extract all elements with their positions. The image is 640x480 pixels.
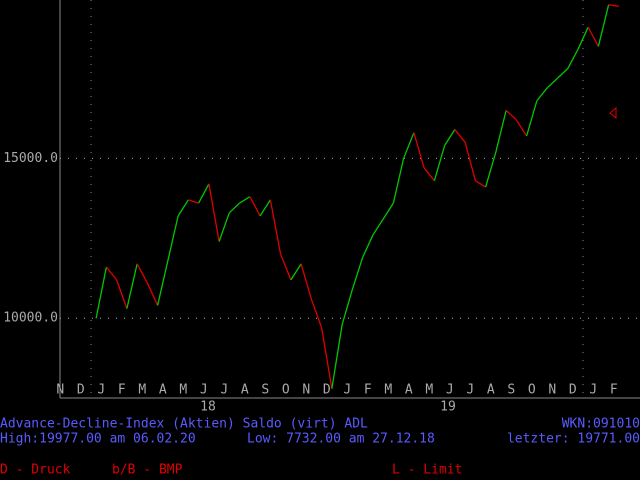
price-segment (310, 298, 323, 329)
price-segment (218, 212, 230, 242)
price-segment (208, 183, 220, 242)
price-segment (392, 158, 405, 204)
x-tick-label: F (118, 383, 126, 398)
price-segment (249, 196, 261, 217)
price-segment (587, 26, 599, 47)
low: Low: 7732.00 am 27.12.18 (247, 432, 435, 447)
price-segment (475, 180, 486, 188)
price-segment (269, 199, 282, 255)
x-tick-label: A (241, 383, 249, 398)
price-segment (167, 215, 179, 261)
y-tick-label: 10000.0 (3, 311, 58, 326)
price-segment (105, 266, 118, 281)
price-segment (372, 218, 384, 236)
index-title: Advance-Decline-Index (Aktien) Saldo (vi… (0, 417, 368, 432)
key-print[interactable]: D - Druck (0, 463, 71, 478)
price-segment (300, 263, 312, 300)
price-segment (444, 129, 456, 146)
x-tick-label: D (77, 383, 85, 398)
price-segment (239, 196, 251, 204)
price-segment (515, 119, 528, 137)
price-segment (95, 266, 108, 319)
x-tick-label: S (507, 383, 515, 398)
price-segment (597, 4, 610, 47)
x-tick-label: J (589, 383, 597, 398)
price-segment (280, 254, 292, 281)
price-segment (505, 109, 517, 121)
x-tick-label: J (200, 383, 208, 398)
x-tick-label: D (569, 383, 577, 398)
price-segment (136, 263, 148, 284)
price-segment (188, 199, 199, 204)
price-segment (156, 260, 169, 306)
x-tick-label: J (466, 383, 474, 398)
price-segment (567, 49, 579, 70)
y-tick-label: 15000.0 (3, 151, 58, 166)
price-segment (495, 110, 507, 153)
price-segment (608, 4, 619, 8)
price-segment (228, 202, 241, 214)
price-segment (454, 129, 466, 143)
x-tick-label: M (138, 383, 146, 398)
x-tick-label: S (261, 383, 269, 398)
x-tick-label: N (548, 383, 556, 398)
price-segment (382, 202, 394, 220)
year-label: 18 (200, 400, 216, 415)
x-tick-label: N (302, 383, 310, 398)
price-segment (259, 199, 271, 217)
price-segment (290, 263, 302, 281)
price-segment (198, 183, 210, 204)
x-tick-label: A (487, 383, 495, 398)
x-tick-label: M (179, 383, 187, 398)
price-segment (433, 145, 446, 181)
price-segment (485, 151, 497, 188)
price-segment (177, 199, 189, 217)
x-tick-label: F (364, 383, 372, 398)
price-segment (403, 132, 415, 159)
x-tick-label: J (220, 383, 228, 398)
x-tick-label: D (323, 383, 331, 398)
price-segment (536, 87, 548, 102)
x-tick-label: N (56, 383, 64, 398)
x-tick-label: M (425, 383, 433, 398)
last: letzter: 19771.00 (507, 432, 640, 447)
x-tick-label: A (405, 383, 413, 398)
price-segment (351, 257, 364, 290)
high: High:19977.00 am 06.02.20 (0, 432, 196, 447)
x-tick-label: O (282, 383, 290, 398)
x-tick-label: J (343, 383, 351, 398)
price-segment (146, 282, 159, 306)
price-segment (362, 234, 374, 258)
price-segment (331, 324, 343, 389)
price-segment (116, 279, 128, 309)
price-segment (126, 263, 138, 309)
price-segment (464, 142, 477, 181)
x-tick-label: F (610, 383, 618, 398)
wkn: WKN:091010 (562, 417, 640, 432)
x-tick-label: M (384, 383, 392, 398)
x-tick-label: J (446, 383, 454, 398)
key-limit[interactable]: L - Limit (392, 463, 462, 478)
price-segment (320, 327, 333, 389)
price-segment (341, 289, 353, 325)
key-bmp[interactable]: b/B - BMP (112, 463, 183, 478)
price-segment (546, 77, 558, 89)
x-tick-label: J (97, 383, 105, 398)
x-tick-label: O (528, 383, 536, 398)
price-segment (556, 68, 569, 79)
limit-marker (609, 106, 617, 120)
price-segment (577, 26, 589, 50)
year-label: 19 (440, 400, 456, 415)
price-segment (423, 167, 435, 182)
price-segment (526, 100, 538, 137)
price-segment (413, 132, 425, 169)
x-tick-label: A (159, 383, 167, 398)
